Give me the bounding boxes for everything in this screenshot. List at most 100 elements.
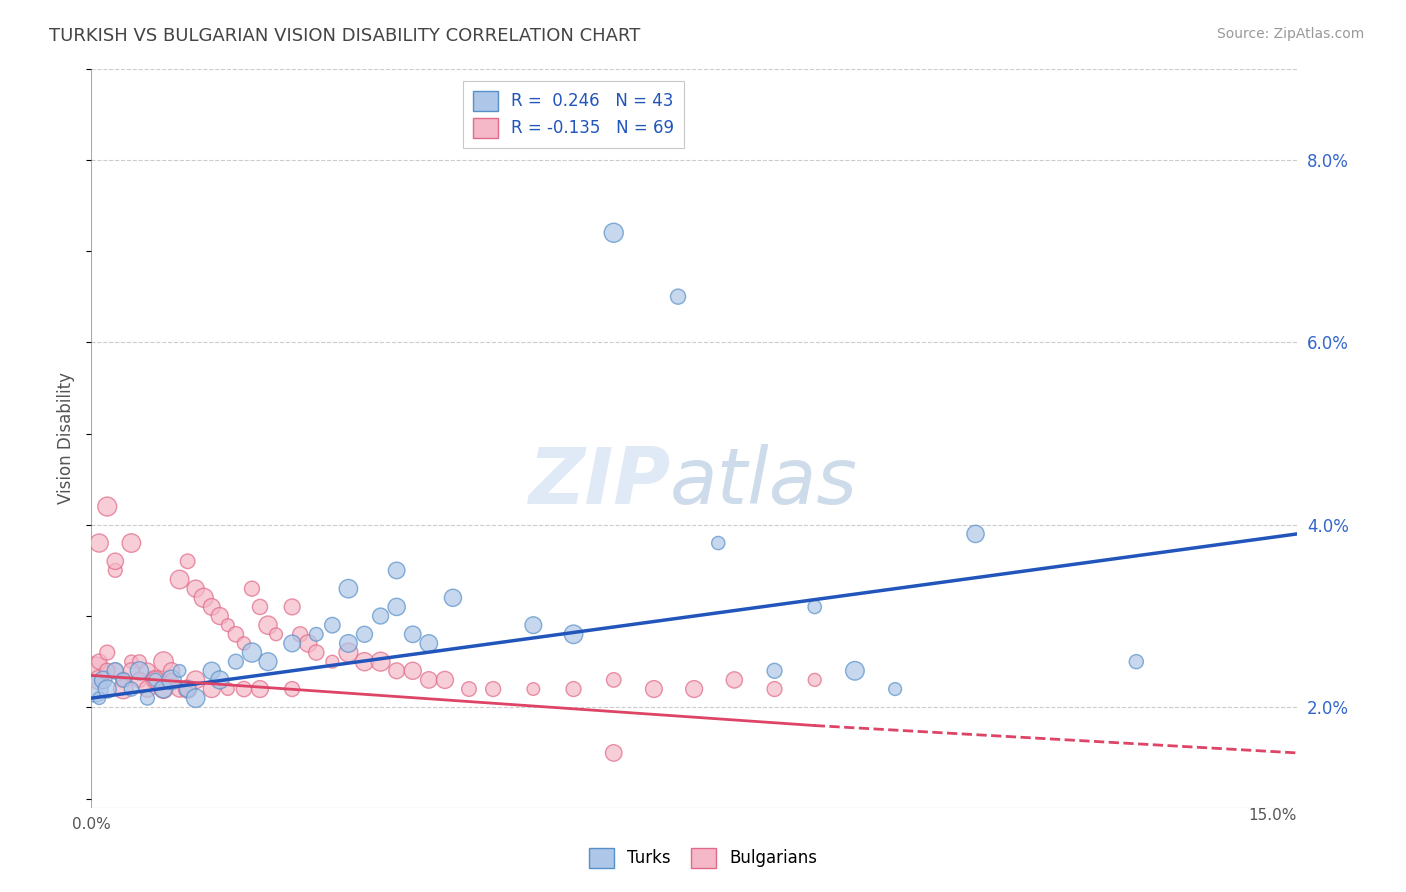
- Point: [160, 673, 183, 687]
- Point: [184, 691, 207, 706]
- Point: [120, 681, 142, 696]
- Point: [281, 681, 304, 696]
- Point: [169, 664, 191, 678]
- Text: 15.0%: 15.0%: [1249, 807, 1298, 822]
- Point: [353, 655, 375, 669]
- Point: [370, 655, 392, 669]
- Point: [112, 681, 135, 696]
- Legend: R =  0.246   N = 43, R = -0.135   N = 69: R = 0.246 N = 43, R = -0.135 N = 69: [463, 80, 685, 148]
- Point: [160, 673, 183, 687]
- Point: [176, 681, 198, 696]
- Point: [433, 673, 456, 687]
- Point: [225, 655, 247, 669]
- Point: [176, 554, 198, 568]
- Point: [281, 636, 304, 650]
- Point: [128, 673, 150, 687]
- Point: [208, 609, 231, 624]
- Point: [193, 591, 215, 605]
- Point: [208, 673, 231, 687]
- Point: [305, 627, 328, 641]
- Point: [184, 673, 207, 687]
- Point: [603, 746, 626, 760]
- Point: [136, 691, 159, 706]
- Point: [264, 627, 287, 641]
- Point: [249, 599, 271, 614]
- Point: [136, 681, 159, 696]
- Point: [240, 582, 263, 596]
- Point: [321, 618, 343, 632]
- Point: [169, 573, 191, 587]
- Point: [249, 681, 271, 696]
- Point: [120, 664, 142, 678]
- Point: [145, 673, 167, 687]
- Point: [169, 681, 191, 696]
- Point: [104, 563, 127, 577]
- Point: [666, 290, 689, 304]
- Point: [84, 664, 107, 678]
- Point: [96, 681, 118, 696]
- Point: [402, 664, 425, 678]
- Point: [321, 655, 343, 669]
- Point: [96, 646, 118, 660]
- Point: [482, 681, 505, 696]
- Point: [104, 554, 127, 568]
- Point: [803, 599, 825, 614]
- Point: [707, 536, 730, 550]
- Point: [89, 536, 111, 550]
- Legend: Turks, Bulgarians: Turks, Bulgarians: [582, 841, 824, 875]
- Point: [337, 582, 360, 596]
- Point: [120, 655, 142, 669]
- Point: [89, 673, 111, 687]
- Point: [89, 655, 111, 669]
- Point: [96, 664, 118, 678]
- Point: [232, 636, 254, 650]
- Point: [184, 582, 207, 596]
- Point: [128, 664, 150, 678]
- Point: [763, 681, 786, 696]
- Point: [257, 655, 280, 669]
- Point: [305, 646, 328, 660]
- Point: [385, 563, 408, 577]
- Point: [522, 681, 544, 696]
- Point: [240, 646, 263, 660]
- Point: [152, 681, 174, 696]
- Point: [232, 681, 254, 696]
- Point: [112, 673, 135, 687]
- Point: [562, 681, 585, 696]
- Point: [201, 664, 224, 678]
- Point: [217, 681, 239, 696]
- Text: Source: ZipAtlas.com: Source: ZipAtlas.com: [1216, 27, 1364, 41]
- Point: [522, 618, 544, 632]
- Point: [353, 627, 375, 641]
- Point: [145, 673, 167, 687]
- Text: ZIP: ZIP: [527, 444, 671, 520]
- Point: [683, 681, 706, 696]
- Point: [120, 536, 142, 550]
- Point: [402, 627, 425, 641]
- Point: [112, 673, 135, 687]
- Point: [136, 664, 159, 678]
- Point: [96, 500, 118, 514]
- Point: [217, 618, 239, 632]
- Point: [723, 673, 745, 687]
- Point: [152, 681, 174, 696]
- Point: [145, 673, 167, 687]
- Point: [385, 664, 408, 678]
- Point: [1125, 655, 1147, 669]
- Point: [91, 673, 114, 687]
- Text: atlas: atlas: [671, 444, 858, 520]
- Point: [441, 591, 464, 605]
- Point: [385, 599, 408, 614]
- Point: [337, 646, 360, 660]
- Point: [84, 681, 107, 696]
- Point: [763, 664, 786, 678]
- Y-axis label: Vision Disability: Vision Disability: [58, 372, 75, 504]
- Point: [89, 691, 111, 706]
- Point: [128, 655, 150, 669]
- Point: [160, 664, 183, 678]
- Text: TURKISH VS BULGARIAN VISION DISABILITY CORRELATION CHART: TURKISH VS BULGARIAN VISION DISABILITY C…: [49, 27, 641, 45]
- Point: [257, 618, 280, 632]
- Point: [290, 627, 312, 641]
- Point: [844, 664, 866, 678]
- Point: [201, 681, 224, 696]
